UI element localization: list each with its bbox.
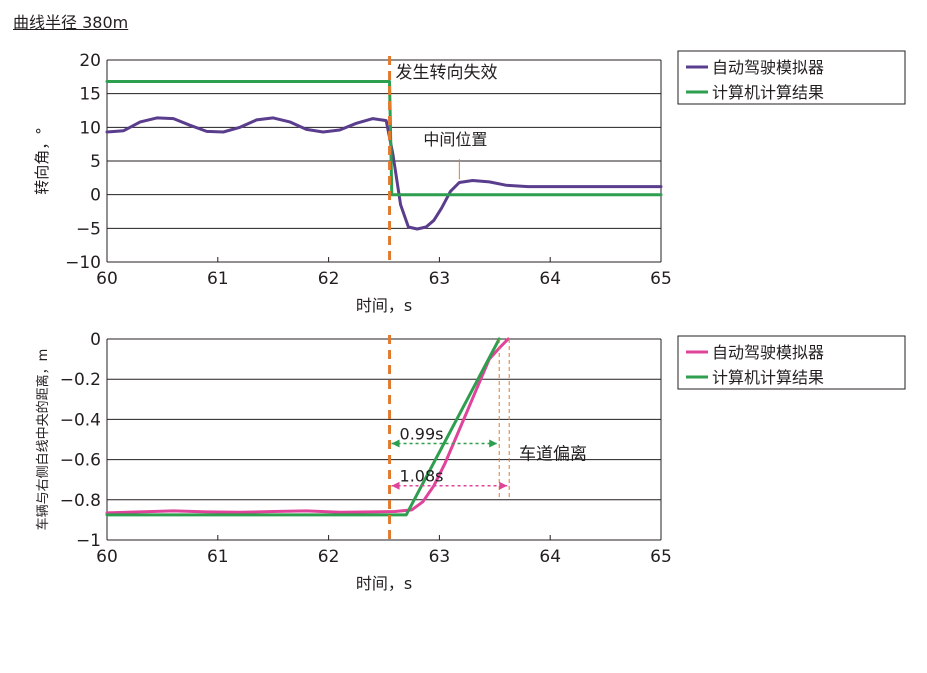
series-line-1 (105, 337, 501, 517)
x-tick-label: 60 (96, 547, 118, 567)
x-axis-label: 时间，s (356, 574, 412, 593)
legend-label: 自动驾驶模拟器 (712, 343, 824, 362)
y-tick-label: 5 (90, 152, 101, 172)
legend-label: 计算机计算结果 (712, 368, 824, 387)
y-tick-label: 0 (90, 330, 101, 350)
y-tick-label: −0.4 (60, 410, 101, 430)
y-axis-label: 车辆与右侧白线中央的距离，m (35, 349, 51, 531)
y-tick-label: −1 (76, 531, 101, 551)
failure-event-label: 发生转向失效 (396, 63, 498, 83)
x-tick-label: 65 (650, 547, 672, 567)
series-line-1 (105, 80, 663, 197)
arrowhead-left (391, 439, 400, 448)
figure-caption: 曲线半径 380m (13, 13, 129, 32)
y-tick-label: 10 (79, 118, 101, 138)
y-tick-label: 15 (79, 85, 101, 105)
y-tick-label: −5 (76, 219, 101, 239)
x-tick-label: 61 (207, 547, 229, 567)
x-tick-label: 62 (318, 547, 340, 567)
x-axis-label: 时间，s (356, 296, 412, 315)
lane-distance-chart: 0 −0.2 −0.4 −0.6 −0.8 −160 61 62 63 64 65 时间，s 车辆与右侧… (35, 330, 906, 593)
y-tick-label: −10 (65, 253, 101, 273)
x-tick-label: 63 (429, 547, 451, 567)
annotation-label: 中间位置 (423, 130, 487, 149)
y-tick-label: −0.2 (60, 370, 101, 390)
x-tick-label: 62 (318, 269, 340, 289)
interval-label: 1.08s (400, 467, 444, 486)
arrowhead-left (391, 481, 400, 490)
y-tick-label: 0 (90, 186, 101, 206)
x-tick-label: 63 (429, 269, 451, 289)
arrowhead-right (489, 439, 498, 448)
x-tick-label: 65 (650, 269, 672, 289)
y-axis-label: 转向角，° (33, 127, 51, 195)
x-tick-label: 61 (207, 269, 229, 289)
x-tick-label: 64 (539, 269, 561, 289)
legend-box (677, 50, 906, 105)
arrowhead-right (499, 481, 508, 490)
legend-box (677, 335, 906, 390)
legend-label: 计算机计算结果 (712, 83, 824, 102)
x-tick-label: 60 (96, 269, 118, 289)
interval-label: 0.99s (400, 425, 444, 444)
y-tick-label: −0.6 (60, 451, 101, 471)
y-tick-label: −0.8 (60, 491, 101, 511)
x-tick-label: 64 (539, 547, 561, 567)
y-tick-label: 20 (79, 51, 101, 71)
legend-label: 自动驾驶模拟器 (712, 58, 824, 77)
annotation-label: 车道偏离 (519, 445, 587, 465)
series-line-0 (105, 116, 663, 231)
series-line-0 (105, 337, 510, 515)
